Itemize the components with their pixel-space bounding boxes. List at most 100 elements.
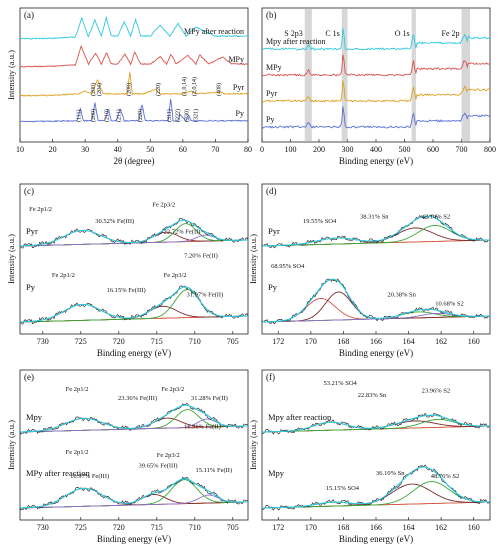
peak-annotation: 22.72% Fe(II) bbox=[164, 229, 201, 236]
series-label: Pyr bbox=[233, 83, 244, 92]
x-tick-label: 172 bbox=[272, 523, 284, 532]
y-axis-label: Intensity (a.u.) bbox=[6, 420, 16, 470]
x-tick-label: 162 bbox=[435, 337, 447, 346]
envelope-fit bbox=[262, 466, 490, 509]
panel-b: 0 100 200 300 400 500 600 700 800 Binding energy … bbox=[260, 7, 496, 166]
x-tick-label: 172 bbox=[272, 337, 284, 346]
envelope-fit bbox=[262, 215, 491, 247]
x-tick-label: 164 bbox=[403, 523, 415, 532]
spectrum-label: MPy after reaction bbox=[26, 468, 90, 478]
x-tick-label: 710 bbox=[189, 523, 201, 532]
raw-spectrum bbox=[261, 464, 491, 511]
plot-frame bbox=[19, 369, 249, 521]
peak-annotation: 48.76% S2 bbox=[431, 473, 460, 480]
peak-annotation: 36.10% Sn bbox=[376, 470, 405, 477]
y-axis-label: Intensity (a.u.) bbox=[248, 420, 258, 470]
panel-label: (e) bbox=[24, 372, 34, 382]
x-tick-label: 400 bbox=[370, 145, 382, 154]
spectrum-label: Pyr bbox=[26, 226, 38, 236]
hkl-label: (220) bbox=[155, 83, 162, 96]
x-tick-label: 50 bbox=[146, 145, 154, 154]
x-tick-label: 160 bbox=[468, 337, 480, 346]
peak-annotation: 53.21% SO4 bbox=[324, 380, 358, 387]
region-label: S 2p3 bbox=[284, 29, 302, 38]
region-label: C 1s bbox=[325, 29, 339, 38]
series-line-pyr bbox=[19, 72, 249, 97]
x-tick-label: 170 bbox=[305, 523, 317, 532]
x-axis-label: Binding energy (eV) bbox=[339, 534, 413, 544]
panel-a: 10 20 30 40 50 60 70 80 2θ (degree) Intensity (a.… bbox=[6, 7, 252, 166]
plot-frame bbox=[19, 7, 249, 143]
peak-annotation: 10.68% S2 bbox=[435, 301, 464, 308]
spectrum-label: Mpy after reaction bbox=[268, 412, 332, 422]
x-tick-label: 720 bbox=[113, 523, 125, 532]
series-line-py bbox=[19, 99, 249, 123]
panel-label: (b) bbox=[266, 10, 277, 20]
peak-annotation: Fe 2p1/2 bbox=[66, 386, 89, 393]
peak-annotation: 30.52% Fe(III) bbox=[95, 218, 134, 225]
x-tick-label: 164 bbox=[403, 337, 415, 346]
hkl-label: (220) bbox=[137, 109, 144, 122]
series-label: Py bbox=[266, 115, 274, 124]
raw-spectrum bbox=[19, 218, 249, 249]
x-tick-label: 162 bbox=[435, 523, 447, 532]
raw-spectrum bbox=[19, 285, 249, 325]
peak-annotation: 23.96% S2 bbox=[422, 388, 451, 395]
hkl-label: (408) bbox=[215, 83, 222, 96]
x-tick-label: 705 bbox=[227, 523, 239, 532]
x-axis-label: 2θ (degree) bbox=[113, 156, 154, 166]
peak-annotation: 20.38% Sn bbox=[387, 292, 416, 299]
hkl-label: (321) bbox=[193, 109, 200, 122]
raw-spectrum bbox=[19, 402, 249, 435]
peak-annotation: Fe 2p1/2 bbox=[52, 272, 75, 279]
plot-frame bbox=[19, 183, 249, 335]
spectrum-label: Py bbox=[26, 282, 36, 292]
raw-spectrum bbox=[261, 412, 490, 435]
x-tick-label: 166 bbox=[370, 337, 382, 346]
panel-d: 172 170 168 166 164 162 160 Binding energy (eV)… bbox=[248, 183, 491, 358]
fit-component bbox=[20, 231, 248, 247]
x-tick-label: 80 bbox=[244, 145, 252, 154]
peak-annotation: Fe 2p3/2 bbox=[161, 386, 184, 393]
x-axis-label: Binding energy (eV) bbox=[339, 348, 413, 358]
series-line-mpy bbox=[20, 44, 249, 68]
x-tick-label: 720 bbox=[113, 337, 125, 346]
peak-annotation: 42.14% S2 bbox=[422, 214, 451, 221]
x-tick-label: 70 bbox=[211, 145, 219, 154]
x-tick-label: 0 bbox=[260, 145, 264, 154]
series-line bbox=[261, 80, 491, 103]
peak-annotation: 31.28% Fe(II) bbox=[191, 395, 228, 402]
hkl-label: (1,0,14) bbox=[181, 77, 188, 96]
peak-annotation: 19.55% SO4 bbox=[303, 218, 337, 225]
x-tick-label: 800 bbox=[484, 145, 496, 154]
envelope-fit bbox=[19, 286, 248, 323]
series-label: MPy after reaction bbox=[184, 27, 244, 36]
peak-annotation: 15.11% Fe(II) bbox=[196, 467, 233, 474]
envelope-fit bbox=[262, 278, 490, 323]
fit-component bbox=[262, 418, 490, 433]
shaded-region bbox=[461, 9, 471, 141]
hkl-label: (204) bbox=[96, 83, 103, 96]
panel-label: (a) bbox=[24, 10, 34, 20]
fit-component bbox=[20, 494, 248, 509]
x-tick-label: 166 bbox=[370, 523, 382, 532]
series-label: Mpy after reaction bbox=[266, 37, 326, 46]
peak-annotation: Fe 2p3/2 bbox=[164, 272, 187, 279]
panel-c: 730 725 720 715 710 705 Binding energy (eV) Int… bbox=[6, 183, 249, 358]
peak-annotation: Fe 2p3/2 bbox=[157, 452, 180, 459]
envelope-fit bbox=[19, 404, 248, 433]
x-tick-label: 730 bbox=[37, 337, 49, 346]
x-tick-label: 30 bbox=[81, 145, 89, 154]
spectrum-label: Mpy bbox=[26, 412, 43, 422]
x-tick-label: 725 bbox=[75, 337, 87, 346]
x-tick-label: 715 bbox=[151, 337, 163, 346]
series-label: MPy bbox=[266, 63, 282, 72]
x-tick-label: 705 bbox=[227, 337, 239, 346]
series-label: MPy bbox=[228, 55, 244, 64]
fit-component bbox=[262, 225, 490, 247]
envelope-fit bbox=[19, 478, 248, 509]
x-tick-label: 710 bbox=[189, 337, 201, 346]
shaded-region bbox=[341, 9, 348, 141]
y-axis-label: Intensity (a.u.) bbox=[248, 234, 258, 284]
